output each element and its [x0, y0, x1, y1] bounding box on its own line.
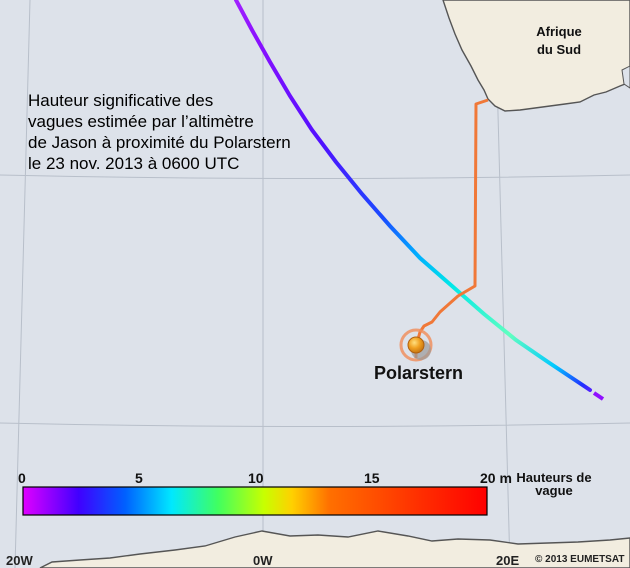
land-lake — [621, 65, 630, 89]
colorbar-title: Hauteurs de vague — [516, 470, 592, 498]
map-title: Hauteur significative des vagues estimée… — [28, 91, 291, 173]
vessel-label: Polarstern — [374, 363, 464, 383]
vessel-marker — [399, 328, 433, 362]
longitude-label-0w: 0W — [253, 553, 273, 568]
colorbar-tick-0: 0 — [18, 470, 26, 486]
region-label-south-africa: Afrique du Sud — [536, 24, 582, 57]
colorbar-tick-15: 15 — [364, 470, 380, 486]
colorbar-tick-5: 5 — [135, 470, 143, 486]
colorbar-tick-10: 10 — [248, 470, 264, 486]
land-south-africa — [442, 0, 630, 112]
wave-height-colorbar — [22, 486, 488, 516]
longitude-label-20e: 20E — [496, 553, 520, 568]
altimeter-track — [234, 0, 592, 392]
colorbar-tick-20: 20 m — [480, 470, 512, 486]
copyright: © 2013 EUMETSAT — [535, 554, 625, 565]
ship-track — [414, 98, 489, 358]
longitude-label-20w: 20W — [6, 553, 33, 568]
altimeter-track-end — [592, 391, 605, 401]
land-antarctica — [39, 530, 630, 568]
